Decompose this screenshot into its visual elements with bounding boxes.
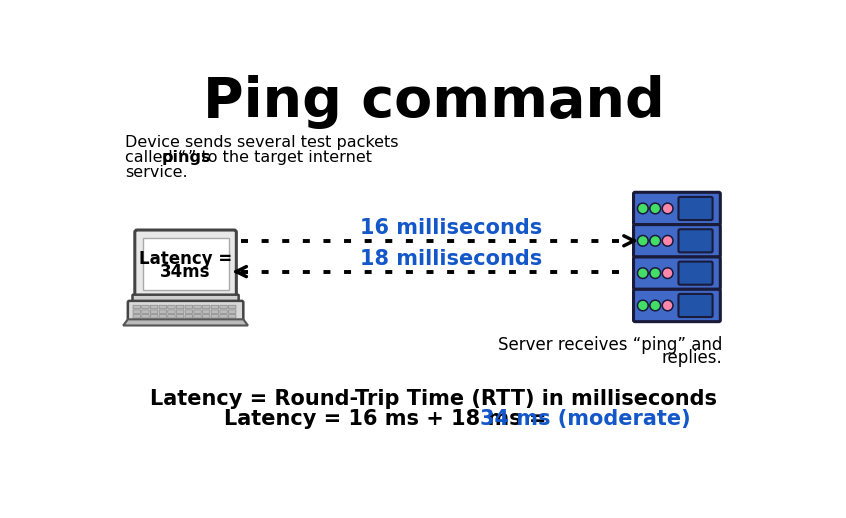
Circle shape (639, 237, 646, 244)
FancyBboxPatch shape (634, 192, 720, 225)
FancyBboxPatch shape (212, 310, 218, 313)
Circle shape (650, 203, 661, 214)
FancyBboxPatch shape (142, 314, 149, 318)
FancyBboxPatch shape (678, 197, 712, 220)
Text: 34 ms (moderate): 34 ms (moderate) (480, 409, 690, 429)
FancyBboxPatch shape (212, 305, 218, 309)
Circle shape (651, 237, 659, 244)
FancyBboxPatch shape (128, 301, 244, 321)
FancyBboxPatch shape (142, 305, 149, 309)
Circle shape (650, 235, 661, 246)
FancyBboxPatch shape (151, 305, 158, 309)
FancyBboxPatch shape (168, 314, 175, 318)
FancyBboxPatch shape (678, 294, 712, 317)
FancyBboxPatch shape (634, 225, 720, 257)
Circle shape (650, 300, 661, 311)
Text: service.: service. (125, 165, 188, 180)
FancyBboxPatch shape (185, 314, 193, 318)
Circle shape (637, 235, 648, 246)
FancyBboxPatch shape (202, 305, 210, 309)
Text: Device sends several test packets: Device sends several test packets (125, 135, 398, 150)
FancyBboxPatch shape (202, 314, 210, 318)
Circle shape (639, 269, 646, 277)
Text: Ping command: Ping command (203, 75, 664, 129)
Text: Latency = Round-Trip Time (RTT) in milliseconds: Latency = Round-Trip Time (RTT) in milli… (150, 390, 717, 409)
FancyBboxPatch shape (228, 314, 236, 318)
Circle shape (664, 269, 672, 277)
Text: Latency =: Latency = (139, 250, 232, 268)
Text: 16 milliseconds: 16 milliseconds (360, 219, 541, 238)
FancyBboxPatch shape (194, 305, 201, 309)
FancyBboxPatch shape (177, 305, 184, 309)
Circle shape (651, 205, 659, 212)
FancyBboxPatch shape (678, 229, 712, 252)
FancyBboxPatch shape (185, 310, 193, 313)
Circle shape (650, 268, 661, 279)
FancyBboxPatch shape (177, 314, 184, 318)
FancyBboxPatch shape (634, 290, 720, 322)
Text: 18 milliseconds: 18 milliseconds (360, 249, 541, 269)
FancyBboxPatch shape (220, 310, 228, 313)
FancyBboxPatch shape (142, 310, 149, 313)
FancyBboxPatch shape (228, 305, 236, 309)
FancyBboxPatch shape (634, 257, 720, 290)
FancyBboxPatch shape (159, 314, 167, 318)
Circle shape (662, 235, 673, 246)
FancyBboxPatch shape (159, 305, 167, 309)
Text: replies.: replies. (661, 349, 722, 367)
FancyBboxPatch shape (185, 305, 193, 309)
FancyBboxPatch shape (194, 314, 201, 318)
Text: pings: pings (162, 150, 211, 165)
Polygon shape (124, 319, 248, 325)
FancyBboxPatch shape (194, 310, 201, 313)
Circle shape (664, 301, 672, 309)
Circle shape (651, 269, 659, 277)
Circle shape (664, 205, 672, 212)
Text: Latency = 16 ms + 18 ms =: Latency = 16 ms + 18 ms = (224, 409, 554, 429)
FancyBboxPatch shape (133, 295, 239, 303)
Circle shape (651, 301, 659, 309)
FancyBboxPatch shape (220, 314, 228, 318)
Circle shape (639, 205, 646, 212)
Text: 34ms: 34ms (161, 263, 211, 281)
Circle shape (662, 300, 673, 311)
FancyBboxPatch shape (168, 310, 175, 313)
FancyBboxPatch shape (202, 310, 210, 313)
Circle shape (664, 237, 672, 244)
FancyBboxPatch shape (212, 314, 218, 318)
FancyBboxPatch shape (133, 314, 140, 318)
Circle shape (637, 203, 648, 214)
Circle shape (662, 203, 673, 214)
Text: called “: called “ (125, 150, 186, 165)
FancyBboxPatch shape (133, 310, 140, 313)
FancyBboxPatch shape (151, 314, 158, 318)
FancyBboxPatch shape (143, 238, 228, 290)
FancyBboxPatch shape (228, 310, 236, 313)
Circle shape (637, 300, 648, 311)
FancyBboxPatch shape (151, 310, 158, 313)
FancyBboxPatch shape (159, 310, 167, 313)
Text: Server receives “ping” and: Server receives “ping” and (497, 336, 722, 353)
FancyBboxPatch shape (220, 305, 228, 309)
FancyBboxPatch shape (177, 310, 184, 313)
FancyBboxPatch shape (168, 305, 175, 309)
Circle shape (637, 268, 648, 279)
FancyBboxPatch shape (678, 262, 712, 285)
FancyBboxPatch shape (135, 230, 236, 298)
FancyBboxPatch shape (133, 305, 140, 309)
Circle shape (662, 268, 673, 279)
Text: ” to the target internet: ” to the target internet (188, 150, 371, 165)
Circle shape (639, 301, 646, 309)
